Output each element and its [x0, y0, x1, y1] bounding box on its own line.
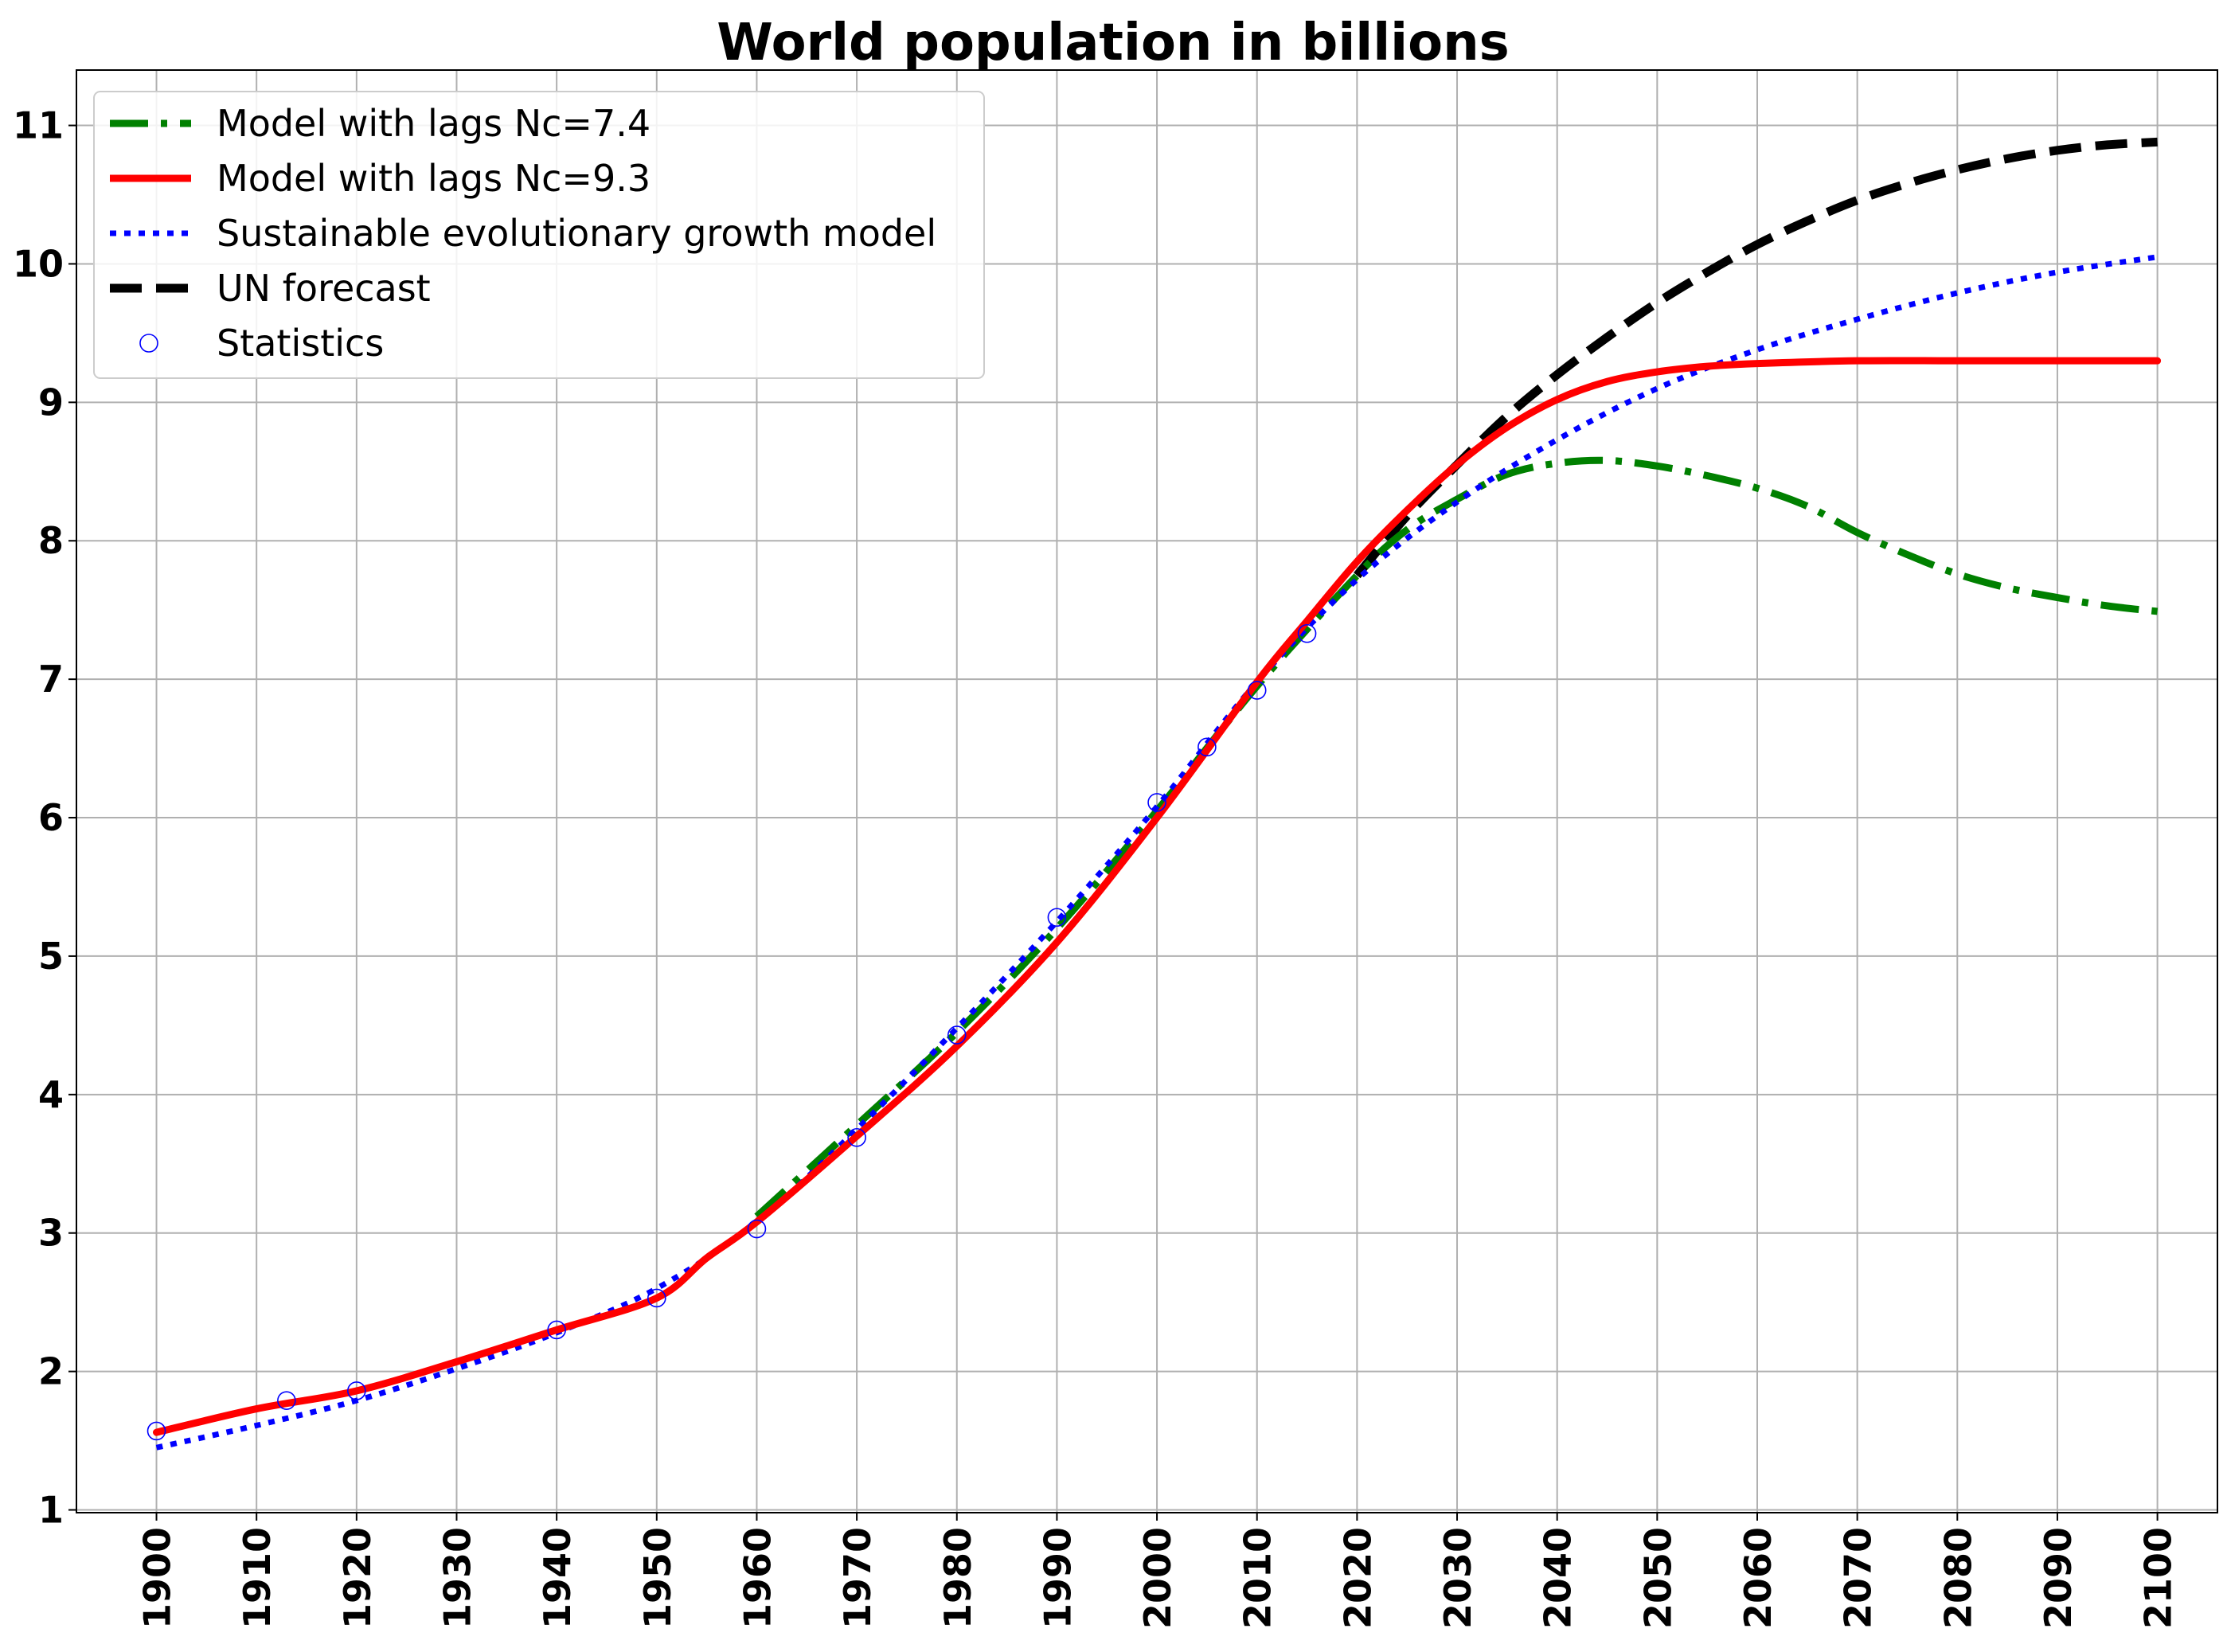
statistics-point [1247, 681, 1267, 700]
x-tick-label: 1980 [936, 1527, 979, 1629]
x-tick-label: 1970 [836, 1527, 879, 1629]
x-tick-label: 1930 [436, 1527, 479, 1629]
statistics-point [1147, 793, 1166, 812]
y-tick-label: 8 [38, 519, 64, 562]
legend: Model with lags Nc=7.4 Model with lags Nc… [93, 91, 985, 379]
legend-swatch-statistics [139, 334, 158, 353]
x-tick-label: 2030 [1436, 1527, 1479, 1629]
legend-label: Model with lags Nc=9.3 [217, 157, 651, 200]
y-tick-label: 10 [13, 242, 64, 285]
statistics-point [277, 1391, 296, 1410]
x-tick-label: 1990 [1036, 1527, 1079, 1629]
y-tick-label: 3 [38, 1212, 64, 1255]
series-nc93-line [153, 357, 2162, 1436]
x-tick-label: 2000 [1136, 1527, 1179, 1629]
statistics-point [147, 1421, 166, 1441]
statistics-point [1198, 737, 1217, 757]
y-tick-label: 2 [38, 1350, 64, 1393]
y-tick-label: 11 [13, 104, 64, 147]
legend-label: UN forecast [217, 267, 431, 310]
x-tick-label: 2040 [1537, 1527, 1580, 1629]
series-sustainable-line [155, 254, 2159, 1451]
y-tick-label: 4 [38, 1073, 64, 1116]
plot-frame [76, 69, 2218, 1513]
x-tick-label: 2070 [1837, 1527, 1880, 1629]
x-tick-label: 2090 [2037, 1527, 2080, 1629]
y-tick-label: 7 [38, 658, 64, 701]
x-tick-label: 1920 [336, 1527, 379, 1629]
series-nc74-line [754, 456, 2159, 1220]
x-tick-label: 2020 [1336, 1527, 1379, 1629]
statistics-point [1297, 623, 1317, 643]
legend-box [93, 91, 985, 379]
statistics-point [947, 1025, 967, 1045]
y-tick-label: 5 [38, 935, 64, 978]
x-tick-label: 1900 [136, 1527, 179, 1629]
x-tick-label: 1940 [536, 1527, 579, 1629]
statistics-point [847, 1127, 866, 1147]
statistics-point [547, 1320, 566, 1340]
chart-title: World population in billions [717, 14, 1509, 72]
legend-label: Model with lags Nc=7.4 [217, 102, 651, 145]
statistics-point [347, 1381, 366, 1400]
x-tick-label: 1950 [636, 1527, 679, 1629]
y-tick-label: 6 [38, 796, 64, 839]
x-tick-label: 2010 [1237, 1527, 1280, 1629]
y-tick-label: 1 [38, 1489, 64, 1532]
statistics-points [147, 623, 1317, 1441]
y-tick-label: 9 [38, 381, 64, 424]
legend-label: Sustainable evolutionary growth model [217, 212, 936, 255]
statistics-point [1047, 908, 1067, 928]
x-tick-label: 2100 [2137, 1527, 2180, 1629]
x-tick-label: 1910 [236, 1527, 279, 1629]
x-tick-label: 2050 [1636, 1527, 1679, 1629]
statistics-point [647, 1288, 666, 1308]
series-un-forecast-line [1354, 137, 2158, 579]
statistics-point [747, 1219, 767, 1239]
x-tick-label: 2060 [1737, 1527, 1780, 1629]
x-tick-label: 2080 [1936, 1527, 1979, 1629]
x-tick-label: 1960 [736, 1527, 779, 1629]
legend-label: Statistics [217, 322, 384, 365]
